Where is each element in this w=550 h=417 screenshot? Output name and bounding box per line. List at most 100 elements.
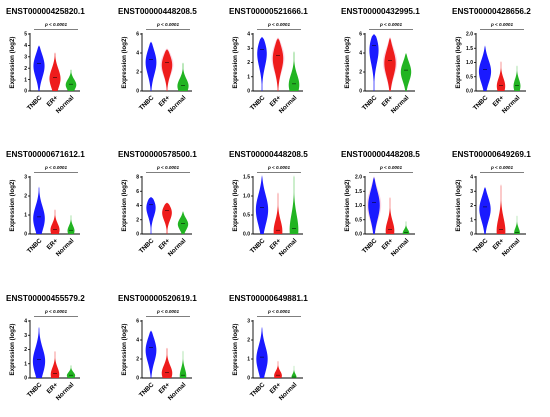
- violin-panel-13: ENST00000649881.1 p < 0.0001 Expression (l…: [229, 294, 308, 402]
- violin-er-plus: [161, 49, 173, 91]
- y-tick-label: 2: [359, 70, 362, 76]
- y-tick-label: 4: [136, 338, 139, 344]
- violin-er-plus: [496, 184, 506, 234]
- y-tick-label: 1: [247, 74, 250, 80]
- y-tick-label: 4: [24, 43, 27, 49]
- y-tick-label: 4: [470, 175, 473, 181]
- category-label: Normal: [278, 237, 299, 258]
- y-tick-label: 1.5: [243, 175, 250, 181]
- category-label: TNBC: [249, 94, 267, 112]
- y-tick-label: 3: [24, 55, 27, 61]
- category-label: Normal: [55, 94, 76, 115]
- violin-tnbc: [368, 177, 380, 234]
- violin-er-plus: [50, 350, 60, 378]
- violin-panel-5: ENST00000428656.2 p < 0.0001 Expression (l…: [452, 7, 531, 115]
- violin-tnbc: [369, 34, 379, 91]
- violin-er-plus: [273, 192, 283, 234]
- y-tick-label: 6: [136, 189, 139, 195]
- category-label: Normal: [167, 237, 188, 258]
- category-label: TNBC: [472, 237, 490, 255]
- violin-panel-2: ENST00000448208.5 p < 0.0001 Expression (l…: [118, 7, 197, 115]
- y-tick-label: 4: [24, 319, 27, 325]
- panel-title: ENST00000448208.5: [118, 7, 197, 16]
- panel-title: ENST00000425820.1: [6, 7, 85, 16]
- y-axis-label: Expression (log2): [232, 37, 239, 89]
- category-label: TNBC: [138, 237, 156, 255]
- p-value-label: p < 0.0001: [490, 22, 514, 27]
- y-tick-label: 6: [359, 32, 362, 38]
- category-label: Normal: [55, 237, 76, 258]
- panel-title: ENST00000428656.2: [452, 7, 531, 16]
- y-tick-label: 4: [247, 32, 250, 38]
- y-axis-label: Expression (log2): [121, 180, 128, 232]
- y-tick-label: 1.5: [355, 189, 362, 195]
- y-tick-label: 0: [470, 232, 473, 238]
- y-tick-label: 4: [359, 51, 362, 57]
- y-axis-label: Expression (log2): [344, 37, 351, 89]
- y-tick-label: 1: [247, 357, 250, 363]
- violin-tnbc: [32, 326, 46, 378]
- category-label: TNBC: [249, 381, 267, 399]
- y-tick-label: 2: [136, 217, 139, 223]
- violin-tnbc: [479, 186, 491, 234]
- violin-er-plus: [274, 360, 282, 378]
- violin-er-plus: [272, 38, 284, 91]
- y-tick-label: 2: [136, 357, 139, 363]
- panel-title: ENST00000432995.1: [341, 7, 420, 16]
- category-label: TNBC: [361, 237, 379, 255]
- violin-normal: [513, 65, 521, 91]
- category-label: Normal: [278, 381, 299, 402]
- category-label: Normal: [501, 94, 522, 115]
- panel-title: ENST00000671612.1: [6, 150, 85, 159]
- p-value-label: p < 0.0001: [267, 309, 291, 314]
- violin-normal: [288, 51, 300, 91]
- y-tick-label: 0: [247, 376, 250, 382]
- y-tick-label: 1: [24, 213, 27, 219]
- y-axis-label: Expression (log2): [455, 37, 462, 89]
- violin-panel-7: ENST00000578500.1 p < 0.0001 Expression (l…: [118, 150, 197, 258]
- violin-panel-1: ENST00000425820.1 p < 0.0001 Expression (l…: [6, 7, 85, 115]
- y-tick-label: 6: [136, 319, 139, 325]
- y-tick-label: 2: [24, 66, 27, 72]
- violin-tnbc: [478, 45, 492, 91]
- violin-normal: [289, 175, 299, 234]
- y-axis-label: Expression (log2): [232, 324, 239, 376]
- category-label: TNBC: [26, 94, 44, 112]
- category-label: TNBC: [26, 237, 44, 255]
- violin-normal: [67, 215, 75, 234]
- violin-normal: [400, 53, 412, 91]
- violin-normal: [65, 69, 77, 91]
- violin-normal: [179, 350, 187, 378]
- y-axis-label: Expression (log2): [455, 180, 462, 232]
- category-label: Normal: [167, 381, 188, 402]
- y-tick-label: 1: [24, 361, 27, 367]
- p-value-label: p < 0.0001: [379, 165, 403, 170]
- category-label: TNBC: [26, 381, 44, 399]
- y-tick-label: 6: [136, 32, 139, 38]
- violin-panel-4: ENST00000432995.1 p < 0.0001 Expression (l…: [341, 7, 420, 115]
- violin-er-plus: [161, 347, 173, 378]
- y-tick-label: 3: [247, 46, 250, 52]
- violin-normal: [514, 215, 520, 234]
- violin-er-plus: [385, 196, 395, 234]
- y-tick-label: 1: [24, 77, 27, 83]
- y-tick-label: 2: [24, 194, 27, 200]
- violin-er-plus: [49, 52, 61, 91]
- y-axis-label: Expression (log2): [9, 37, 16, 89]
- violin-normal: [177, 62, 189, 91]
- y-tick-label: 3: [24, 333, 27, 339]
- y-tick-label: 0.5: [243, 213, 250, 219]
- y-tick-label: 1.0: [243, 194, 250, 200]
- y-axis-label: Expression (log2): [9, 180, 16, 232]
- category-label: Normal: [501, 237, 522, 258]
- panel-title: ENST00000448208.5: [341, 150, 420, 159]
- category-label: Normal: [390, 94, 411, 115]
- y-tick-label: 0.0: [355, 232, 362, 238]
- category-label: TNBC: [472, 94, 490, 112]
- y-tick-label: 0: [136, 232, 139, 238]
- p-value-label: p < 0.0001: [156, 165, 180, 170]
- category-label: Normal: [55, 381, 76, 402]
- y-tick-label: 2.0: [355, 175, 362, 181]
- p-value-label: p < 0.0001: [156, 22, 180, 27]
